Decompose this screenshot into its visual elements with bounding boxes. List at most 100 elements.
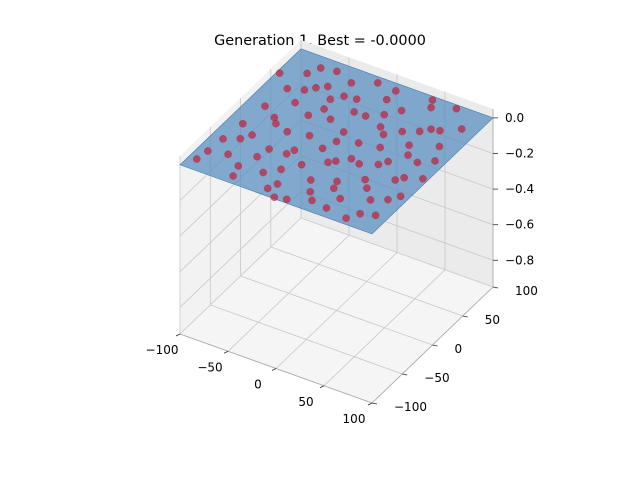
chart-title: Generation 1, Best = -0.0000: [214, 33, 426, 49]
data-point: [219, 135, 227, 143]
y-tick-mark: [402, 373, 408, 376]
z-tick-label: −0.4: [505, 182, 534, 196]
y-tick-label: 100: [515, 284, 538, 298]
data-point: [374, 160, 383, 169]
data-point: [324, 158, 332, 167]
data-point: [415, 127, 424, 136]
data-point: [329, 184, 338, 193]
data-point: [361, 175, 370, 184]
data-point: [331, 157, 340, 165]
data-point: [413, 158, 422, 167]
data-point: [248, 131, 256, 139]
data-point: [192, 155, 201, 163]
data-point: [361, 112, 370, 120]
data-point: [419, 174, 427, 183]
data-point: [352, 95, 361, 104]
data-point: [316, 64, 325, 72]
data-point: [306, 176, 315, 184]
data-point: [282, 195, 291, 204]
data-point: [342, 214, 350, 223]
data-point: [273, 180, 282, 188]
data-point: [297, 160, 306, 169]
data-point: [277, 165, 285, 174]
y-tick-label: −50: [424, 371, 449, 385]
z-tick-label: −0.8: [505, 253, 534, 267]
data-point: [290, 146, 299, 155]
data-point: [224, 150, 232, 159]
data-point: [308, 196, 316, 205]
data-point: [376, 123, 385, 131]
data-point: [356, 209, 364, 218]
data-point: [318, 144, 327, 153]
data-point: [384, 157, 392, 166]
data-point: [452, 104, 461, 113]
data-point: [428, 96, 437, 104]
data-point: [263, 184, 272, 193]
x-tick-mark: [223, 350, 229, 354]
data-point: [354, 139, 363, 147]
data-point: [340, 92, 348, 101]
data-point: [270, 193, 279, 202]
data-point: [275, 69, 284, 77]
y-tick-mark: [492, 286, 499, 289]
x-tick-label: −50: [197, 360, 222, 374]
z-tick-label: −0.2: [505, 147, 534, 161]
data-point: [427, 125, 435, 134]
z-tick-label: −0.6: [505, 218, 534, 232]
data-point: [404, 151, 412, 159]
data-point: [371, 211, 380, 220]
data-point: [373, 79, 382, 87]
data-point: [384, 195, 392, 204]
data-point: [236, 134, 245, 143]
y-tick-label: −100: [394, 400, 427, 414]
axes-ticks: −100 −50 0 50 100 −100 −50 0 50 100 0.0 −0.2 −0.4 −0.…: [146, 111, 538, 426]
data-point: [382, 95, 391, 104]
data-point: [396, 192, 405, 201]
y-tick-mark: [432, 344, 438, 347]
data-point: [336, 194, 345, 203]
data-point: [283, 84, 292, 93]
x-tick-label: 100: [343, 412, 366, 426]
data-point: [322, 204, 331, 212]
data-point: [380, 110, 389, 119]
data-point: [431, 157, 439, 165]
data-point: [265, 145, 273, 153]
data-point: [398, 127, 407, 136]
data-point: [300, 86, 309, 94]
data-point: [435, 142, 444, 151]
gridline-y: [209, 127, 403, 375]
x-tick-mark: [175, 333, 181, 337]
data-point: [405, 141, 413, 150]
data-point: [203, 147, 212, 155]
data-point: [259, 168, 268, 177]
y-tick-mark: [371, 402, 378, 405]
data-point: [350, 108, 358, 116]
data-point: [326, 115, 335, 124]
data-point: [391, 87, 400, 95]
data-point: [366, 196, 375, 204]
x-tick-mark: [271, 368, 277, 371]
data-point: [339, 128, 348, 136]
data-point: [457, 125, 466, 133]
data-point: [282, 149, 291, 158]
x-tick-label: 50: [298, 395, 313, 409]
population-points: [192, 64, 466, 223]
data-point: [379, 130, 388, 139]
data-point: [303, 69, 311, 78]
data-point: [347, 79, 356, 87]
data-point: [436, 126, 444, 135]
y-tick-mark: [462, 315, 468, 318]
x-tick-label: −100: [146, 343, 179, 357]
data-point: [333, 67, 341, 76]
data-point: [363, 184, 371, 193]
x-tick-label: 0: [254, 378, 262, 392]
data-point: [312, 83, 320, 92]
data-point: [355, 160, 364, 168]
data-point: [376, 143, 385, 152]
data-point: [347, 154, 356, 163]
data-point: [320, 105, 328, 113]
data-point: [291, 98, 299, 107]
data-point: [229, 172, 237, 180]
data-point: [326, 95, 335, 104]
